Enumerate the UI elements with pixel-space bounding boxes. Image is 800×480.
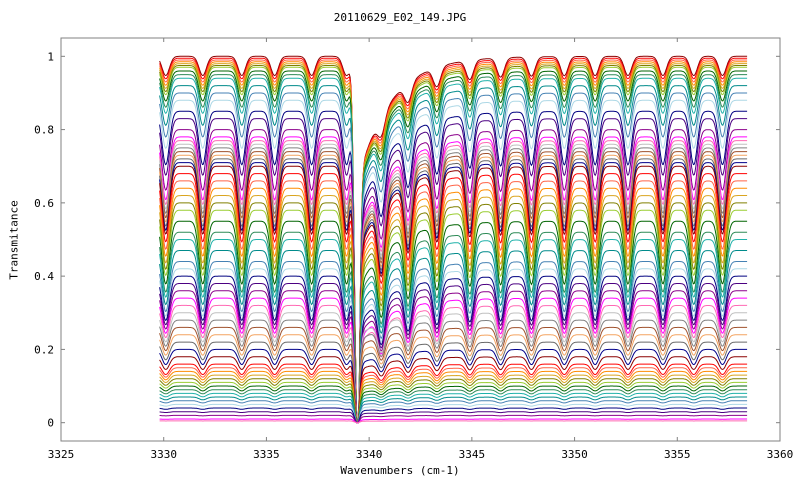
series-line (159, 140, 748, 424)
series-line (159, 396, 748, 424)
y-tick-label: 0.8 (34, 124, 54, 137)
series-line (159, 180, 748, 424)
series-line (159, 118, 748, 424)
series-line (159, 77, 748, 424)
series-line (159, 414, 748, 424)
y-tick-label: 0.4 (34, 270, 54, 283)
series-line (159, 275, 748, 424)
series-line (159, 319, 748, 424)
series-line (159, 187, 748, 424)
series-line (159, 407, 748, 424)
x-tick-label: 3355 (664, 448, 691, 461)
series-line (159, 63, 748, 424)
series-line (159, 147, 748, 424)
series-line (159, 356, 748, 424)
series-line (159, 392, 748, 424)
series-line (159, 55, 748, 424)
series-line (159, 92, 748, 424)
series-line (159, 99, 748, 424)
series-line (159, 143, 748, 424)
series-group (159, 55, 748, 424)
series-line (159, 154, 748, 424)
x-tick-label: 3325 (48, 448, 75, 461)
series-line (159, 57, 748, 424)
series-line (159, 290, 748, 424)
series-line (159, 297, 748, 424)
series-line (159, 403, 748, 424)
series-line (159, 334, 748, 424)
series-line (159, 326, 748, 424)
x-tick-label: 3360 (767, 448, 794, 461)
y-tick-label: 1 (47, 50, 54, 63)
series-line (159, 304, 748, 424)
series-line (159, 65, 748, 424)
series-line (159, 312, 748, 424)
series-line (159, 411, 748, 424)
series-line (159, 400, 748, 424)
series-line (159, 231, 748, 424)
series-line (159, 268, 748, 424)
series-line (159, 74, 748, 424)
series-line (159, 283, 748, 424)
series-line (159, 59, 748, 424)
chart-title: 20110629_E02_149.JPG (333, 11, 467, 24)
series-line (159, 202, 748, 424)
y-tick-label: 0.2 (34, 343, 54, 356)
series-line (159, 195, 748, 424)
axis-ticks: 3325 3330 3335 3340 3345 3350 3355 3360 0 0.2 0.4 0… (34, 38, 793, 461)
series-line (159, 367, 748, 424)
series-line (159, 165, 748, 424)
series-line (159, 389, 748, 424)
series-line (159, 209, 748, 424)
series-line (159, 378, 748, 424)
series-line (159, 162, 748, 424)
series-line (159, 61, 748, 424)
series-line (159, 70, 748, 424)
y-tick-label: 0 (47, 417, 54, 430)
x-tick-label: 3350 (561, 448, 588, 461)
series-line (159, 341, 748, 424)
x-tick-label: 3345 (459, 448, 486, 461)
series-line (159, 418, 748, 424)
y-tick-label: 0.6 (34, 197, 54, 210)
series-line (159, 136, 748, 424)
series-line (159, 129, 748, 424)
x-tick-label: 3330 (150, 448, 177, 461)
series-line (159, 220, 748, 424)
series-line (159, 85, 748, 424)
series-line (159, 348, 748, 424)
series-line (159, 66, 748, 424)
series-line (159, 370, 748, 424)
series-line (159, 261, 748, 424)
plot-frame (60, 37, 781, 442)
series-line (159, 381, 748, 424)
series-line (159, 363, 748, 424)
x-tick-label: 3335 (253, 448, 280, 461)
series-line (159, 158, 748, 424)
series-line (159, 385, 748, 424)
x-axis-label: Wavenumbers (cm-1) (340, 464, 460, 477)
series-line (159, 250, 748, 424)
series-line (159, 110, 748, 424)
series-line (159, 151, 748, 424)
series-line (159, 420, 748, 424)
series-line (159, 239, 748, 424)
series-line (159, 374, 748, 424)
series-line (159, 173, 748, 424)
x-tick-label: 3340 (356, 448, 383, 461)
